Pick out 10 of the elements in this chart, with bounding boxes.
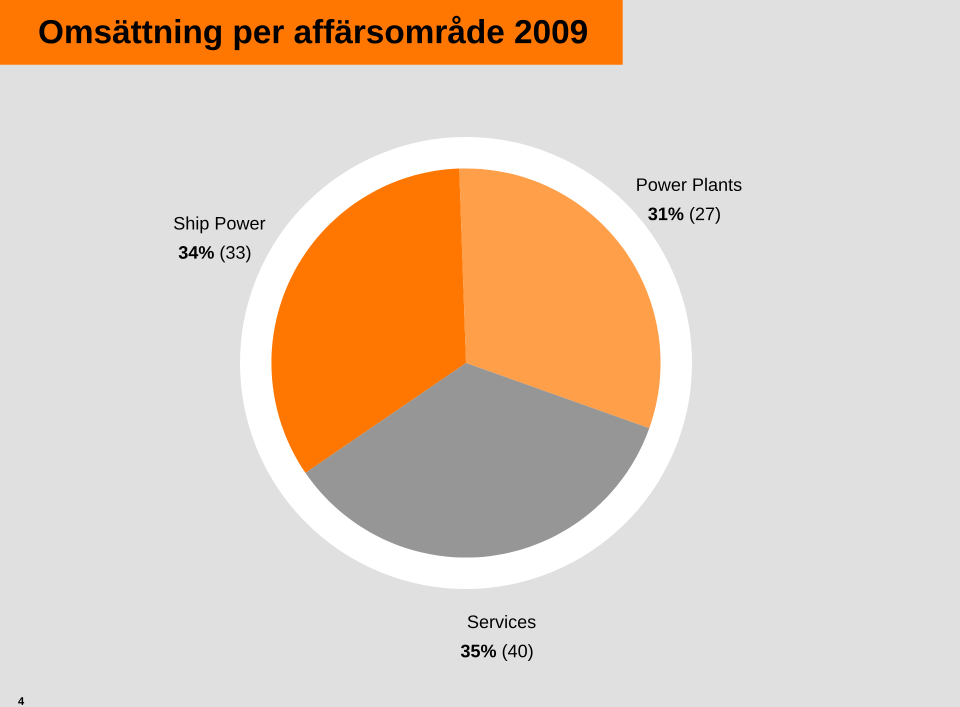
slice-label: Power Plants xyxy=(637,178,742,192)
data-label: 35% (40) xyxy=(460,644,533,661)
text: 4 xyxy=(18,697,24,705)
pie-slice xyxy=(271,168,466,473)
slice-label: Ship Power xyxy=(174,216,266,234)
data-label: 31% (27) xyxy=(648,206,720,224)
pie-slice xyxy=(305,363,650,558)
chart-title: Omsättning per affärsområde 2009 xyxy=(39,16,587,50)
slice-label: Services xyxy=(468,614,536,628)
data-label: 34% (33) xyxy=(178,246,250,262)
